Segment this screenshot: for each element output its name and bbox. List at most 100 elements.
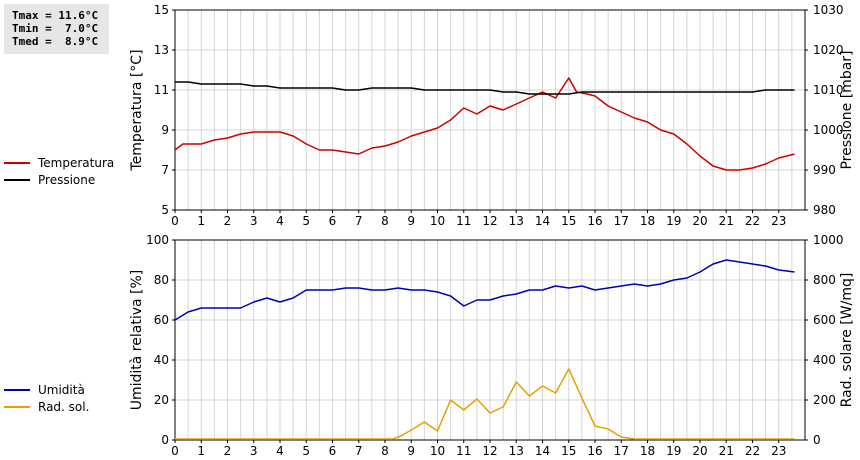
x-tick-label-top: 6 bbox=[329, 214, 337, 228]
x-tick-label-top: 22 bbox=[745, 214, 760, 228]
x-tick-label-bottom: 15 bbox=[561, 444, 576, 458]
x-tick-label-bottom: 7 bbox=[355, 444, 363, 458]
y-left-tick-label-bottom: 60 bbox=[154, 313, 169, 327]
legend-swatch-umidita bbox=[4, 388, 30, 391]
x-tick-label-top: 14 bbox=[535, 214, 550, 228]
y-left-tick-label-top: 11 bbox=[154, 83, 169, 97]
y-left-tick-label-top: 5 bbox=[161, 203, 169, 217]
x-tick-label-top: 15 bbox=[561, 214, 576, 228]
y-right-tick-label-top: 1000 bbox=[813, 123, 844, 137]
series-line-temperatura bbox=[174, 77, 795, 171]
tmed-text: Tmed = 8.9°C bbox=[12, 35, 99, 48]
legend-label-temperatura: Temperatura bbox=[38, 155, 115, 170]
legend-swatch-pressione bbox=[4, 178, 30, 181]
y-left-tick-label-bottom: 20 bbox=[154, 393, 169, 407]
legend-item-umidita: Umidità bbox=[4, 381, 89, 398]
x-tick-label-top: 1 bbox=[197, 214, 205, 228]
legend-swatch-temperatura bbox=[4, 161, 30, 164]
y-left-tick-label-bottom: 100 bbox=[146, 233, 169, 247]
y-right-axis-title-bottom: Rad. solare [W/mq] bbox=[839, 273, 855, 408]
x-tick-label-top: 5 bbox=[302, 214, 310, 228]
legend-swatch-radsol bbox=[4, 405, 30, 408]
y-left-tick-label-bottom: 40 bbox=[154, 353, 169, 367]
x-tick-label-top: 0 bbox=[171, 214, 179, 228]
legend-label-pressione: Pressione bbox=[38, 172, 96, 187]
x-tick-label-bottom: 16 bbox=[587, 444, 602, 458]
y-right-tick-label-top: 980 bbox=[813, 203, 836, 217]
x-tick-label-top: 8 bbox=[381, 214, 389, 228]
y-right-tick-label-bottom: 800 bbox=[813, 273, 836, 287]
x-tick-label-top: 16 bbox=[587, 214, 602, 228]
chart-panel-top: 0 1 2 3 4 5 6 7 8 9 10 11 12 13 14 15 16 17 18 19 20 21 22 2357… bbox=[129, 3, 855, 228]
legend-label-umidita: Umidità bbox=[38, 382, 85, 397]
tmax-text: Tmax = 11.6°C bbox=[12, 9, 99, 22]
x-tick-label-bottom: 12 bbox=[482, 444, 497, 458]
y-right-tick-label-bottom: 600 bbox=[813, 313, 836, 327]
x-tick-label-top: 4 bbox=[276, 214, 284, 228]
y-left-tick-label-bottom: 80 bbox=[154, 273, 169, 287]
legend-item-temperatura: Temperatura bbox=[4, 154, 114, 171]
x-tick-label-top: 18 bbox=[640, 214, 655, 228]
tmin-text: Tmin = 7.0°C bbox=[12, 22, 99, 35]
x-tick-label-top: 21 bbox=[719, 214, 734, 228]
x-tick-label-bottom: 19 bbox=[666, 444, 681, 458]
y-right-tick-label-top: 1010 bbox=[813, 83, 844, 97]
x-tick-label-top: 20 bbox=[692, 214, 707, 228]
x-tick-label-bottom: 18 bbox=[640, 444, 655, 458]
y-right-tick-label-top: 1030 bbox=[813, 3, 844, 17]
y-left-tick-label-bottom: 0 bbox=[161, 433, 169, 447]
y-right-tick-label-bottom: 0 bbox=[813, 433, 821, 447]
x-tick-label-bottom: 5 bbox=[302, 444, 310, 458]
x-tick-label-top: 7 bbox=[355, 214, 363, 228]
x-tick-label-bottom: 22 bbox=[745, 444, 760, 458]
x-tick-label-top: 11 bbox=[456, 214, 471, 228]
x-tick-label-bottom: 21 bbox=[719, 444, 734, 458]
y-left-tick-label-top: 13 bbox=[154, 43, 169, 57]
x-tick-label-bottom: 10 bbox=[430, 444, 445, 458]
x-tick-label-top: 9 bbox=[407, 214, 415, 228]
chart-panel-bottom: 0 1 2 3 4 5 6 7 8 9 10 11 12 13 14 15 16 17 18 19 20 21 22 2302… bbox=[129, 233, 855, 458]
stats-box: Tmax = 11.6°C Tmin = 7.0°C Tmed = 8.9°C bbox=[4, 4, 109, 54]
x-tick-label-bottom: 4 bbox=[276, 444, 284, 458]
y-right-tick-label-bottom: 200 bbox=[813, 393, 836, 407]
x-tick-label-top: 12 bbox=[482, 214, 497, 228]
x-tick-label-bottom: 11 bbox=[456, 444, 471, 458]
y-right-tick-label-bottom: 1000 bbox=[813, 233, 844, 247]
series-line-pressione bbox=[175, 81, 795, 95]
x-tick-label-top: 19 bbox=[666, 214, 681, 228]
y-left-tick-label-top: 9 bbox=[161, 123, 169, 137]
x-tick-label-top: 3 bbox=[250, 214, 258, 228]
x-tick-label-bottom: 1 bbox=[197, 444, 205, 458]
x-tick-label-top: 2 bbox=[224, 214, 232, 228]
x-tick-label-bottom: 6 bbox=[329, 444, 337, 458]
x-tick-label-bottom: 20 bbox=[692, 444, 707, 458]
x-tick-label-bottom: 3 bbox=[250, 444, 258, 458]
legend-item-pressione: Pressione bbox=[4, 171, 114, 188]
y-right-tick-label-top: 990 bbox=[813, 163, 836, 177]
legend-bottom: Umidità Rad. sol. bbox=[4, 381, 89, 415]
series-line-rad-sol bbox=[175, 368, 795, 440]
legend-label-radsol: Rad. sol. bbox=[38, 399, 90, 414]
x-tick-label-bottom: 8 bbox=[381, 444, 389, 458]
y-left-tick-label-top: 7 bbox=[161, 163, 169, 177]
legend-item-radsol: Rad. sol. bbox=[4, 398, 89, 415]
y-right-tick-label-top: 1020 bbox=[813, 43, 844, 57]
x-tick-label-bottom: 9 bbox=[407, 444, 415, 458]
x-tick-label-top: 17 bbox=[614, 214, 629, 228]
x-tick-label-bottom: 14 bbox=[535, 444, 550, 458]
x-tick-label-top: 23 bbox=[771, 214, 786, 228]
x-tick-label-bottom: 0 bbox=[171, 444, 179, 458]
y-left-axis-title-bottom: Umidità relativa [%] bbox=[129, 270, 145, 411]
x-tick-label-bottom: 23 bbox=[771, 444, 786, 458]
x-tick-label-bottom: 17 bbox=[614, 444, 629, 458]
y-right-tick-label-bottom: 400 bbox=[813, 353, 836, 367]
x-tick-label-bottom: 2 bbox=[224, 444, 232, 458]
x-tick-label-bottom: 13 bbox=[509, 444, 524, 458]
x-tick-label-top: 13 bbox=[509, 214, 524, 228]
y-right-axis-title-top: Pressione [mbar] bbox=[839, 50, 855, 169]
y-left-axis-title-top: Temperatura [°C] bbox=[129, 49, 145, 171]
legend-top: Temperatura Pressione bbox=[4, 154, 114, 188]
y-left-tick-label-top: 15 bbox=[154, 3, 169, 17]
x-tick-label-top: 10 bbox=[430, 214, 445, 228]
